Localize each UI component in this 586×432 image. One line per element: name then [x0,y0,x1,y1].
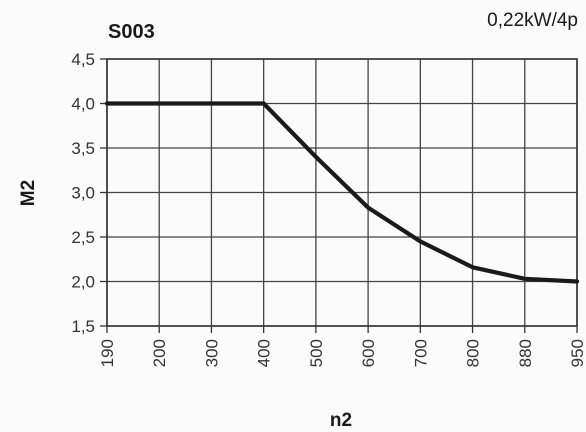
chart-subtitle: 0,22kW/4p [487,10,578,31]
x-axis-label: n2 [330,410,352,431]
x-tick-label: 500 [307,339,326,367]
x-tick-label: 700 [411,339,430,367]
y-tick-label: 3,5 [71,139,95,158]
chart-title: S003 [108,21,155,43]
y-tick-label: 4,0 [71,95,95,114]
x-tick-label: 600 [359,339,378,367]
series-line [104,101,580,284]
x-tick-label: 880 [516,339,535,367]
x-tick-label: 190 [98,339,117,367]
y-tick-label: 2,0 [71,273,95,292]
x-tick-label: 950 [568,339,586,367]
x-tick-label: 200 [150,339,169,367]
y-tick-label: 4,5 [71,50,95,69]
x-tick-label: 300 [202,339,221,367]
y-axis-label: M2 [18,180,39,206]
x-tick-label: 800 [464,339,483,367]
y-tick-label: 2,5 [71,228,95,247]
y-tick-label: 3,0 [71,184,95,203]
plot-area: 1,5 2,0 2,5 3,0 3,5 4,0 4,5 190 200 300 400 500 600 7… [71,50,586,367]
x-tick-label: 400 [255,339,274,367]
y-tick-label: 1,5 [71,317,95,336]
